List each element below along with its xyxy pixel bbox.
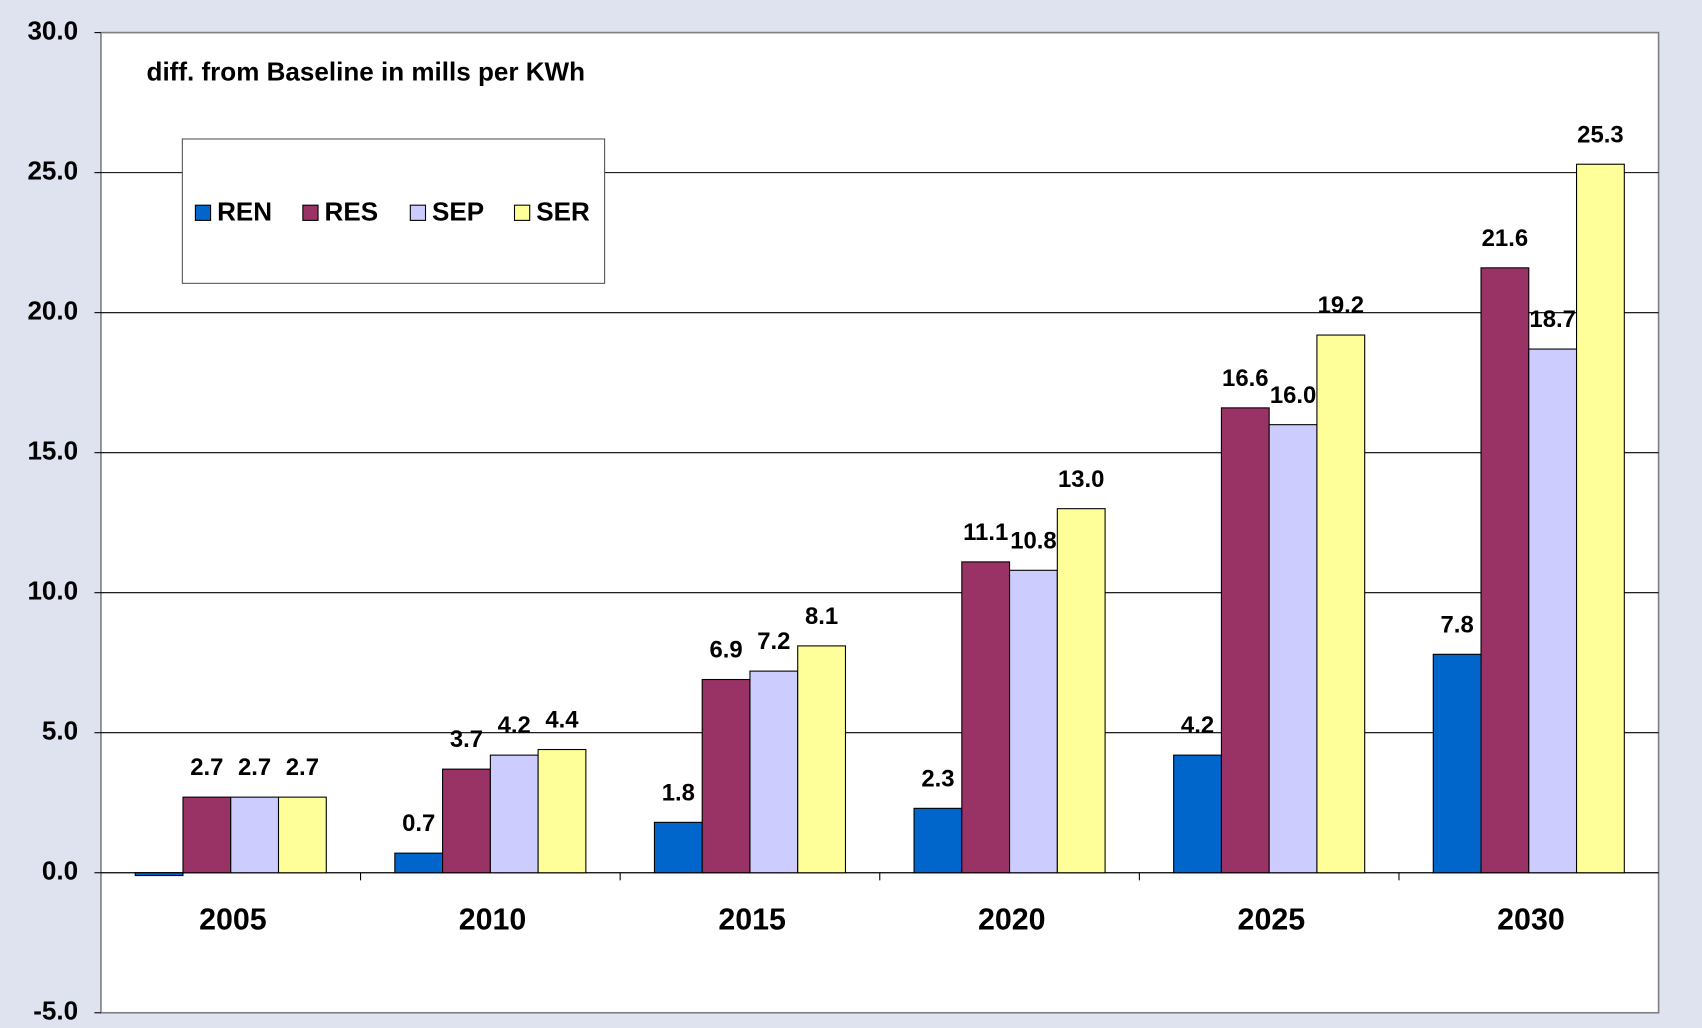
bar: [1009, 569, 1058, 874]
data-label: 11.1: [963, 519, 1008, 546]
data-label: 16.0: [1270, 382, 1316, 409]
x-tick-label: 2025: [1238, 903, 1306, 937]
bar: [749, 670, 799, 874]
bar: [701, 678, 751, 874]
chart-subtitle: diff. from Baseline in mills per KWh: [147, 57, 586, 87]
data-label: 19.2: [1318, 292, 1364, 319]
data-label: 6.9: [709, 637, 742, 664]
bar: [1056, 508, 1106, 874]
bars: [134, 163, 1625, 877]
bar: [1316, 334, 1366, 874]
bar: [277, 796, 327, 874]
y-tick-label: 15.0: [27, 436, 78, 466]
data-label: 7.8: [1441, 611, 1474, 638]
x-tick-label: 2030: [1497, 903, 1565, 937]
data-label: 25.3: [1577, 121, 1623, 148]
x-tick-label: 2005: [199, 903, 267, 937]
legend-label: SER: [536, 197, 590, 227]
legend: REN RES SEP SER: [194, 197, 590, 227]
bar: [1173, 754, 1222, 874]
data-label: 1.8: [662, 779, 695, 806]
y-tick-label: 10.0: [27, 576, 78, 606]
data-label: 16.6: [1222, 365, 1268, 392]
bar: [394, 852, 444, 874]
bar: [1480, 267, 1530, 874]
legend-swatch: [513, 204, 531, 221]
bar: [442, 768, 491, 874]
y-tick-label: 30.0: [27, 15, 78, 45]
y-tick-label: 20.0: [27, 296, 78, 326]
bar: [797, 645, 847, 874]
data-label: 8.1: [805, 603, 838, 630]
data-label: 13.0: [1058, 466, 1104, 493]
bar: [1575, 163, 1625, 874]
bar: [961, 561, 1011, 874]
legend-swatch: [302, 204, 319, 221]
data-label: 2.7: [190, 754, 223, 781]
bar: [537, 748, 587, 874]
legend-label: REN: [217, 197, 272, 227]
data-label: 10.8: [1010, 527, 1056, 554]
data-label: 3.7: [450, 726, 483, 753]
bar: [134, 872, 184, 877]
legend-label: SEP: [432, 197, 484, 227]
y-tick-label: 25.0: [27, 155, 78, 185]
legend-swatch: [194, 204, 212, 221]
data-label: 7.2: [757, 628, 790, 655]
grid: [94, 32, 1659, 1014]
data-label: 21.6: [1482, 225, 1528, 252]
data-label: 2.7: [238, 754, 271, 781]
bar: [1528, 348, 1578, 874]
bar: [1268, 424, 1318, 874]
y-tick-label: 0.0: [42, 856, 78, 886]
data-label: 4.4: [545, 707, 579, 734]
bar: [1432, 653, 1482, 874]
data-label: 18.7: [1529, 306, 1575, 333]
bar: [489, 754, 539, 874]
data-label: 4.2: [498, 712, 531, 739]
bar: [1220, 407, 1270, 874]
bar: [182, 796, 232, 874]
data-label: 0.7: [402, 810, 435, 837]
bar: [913, 807, 963, 874]
y-tick-label: 5.0: [42, 716, 78, 746]
y-tick-label: -5.0: [33, 996, 78, 1026]
bar: [653, 821, 703, 874]
bar: [230, 796, 280, 874]
legend-box: [181, 138, 606, 284]
data-label: 2.3: [921, 765, 954, 792]
data-label: 4.2: [1181, 712, 1214, 739]
legend-label: RES: [325, 197, 379, 227]
x-tick-label: 2020: [978, 903, 1046, 937]
data-label: 2.7: [286, 754, 319, 781]
x-tick-label: 2015: [718, 903, 786, 937]
legend-swatch: [409, 204, 427, 221]
x-tick-label: 2010: [459, 903, 527, 937]
